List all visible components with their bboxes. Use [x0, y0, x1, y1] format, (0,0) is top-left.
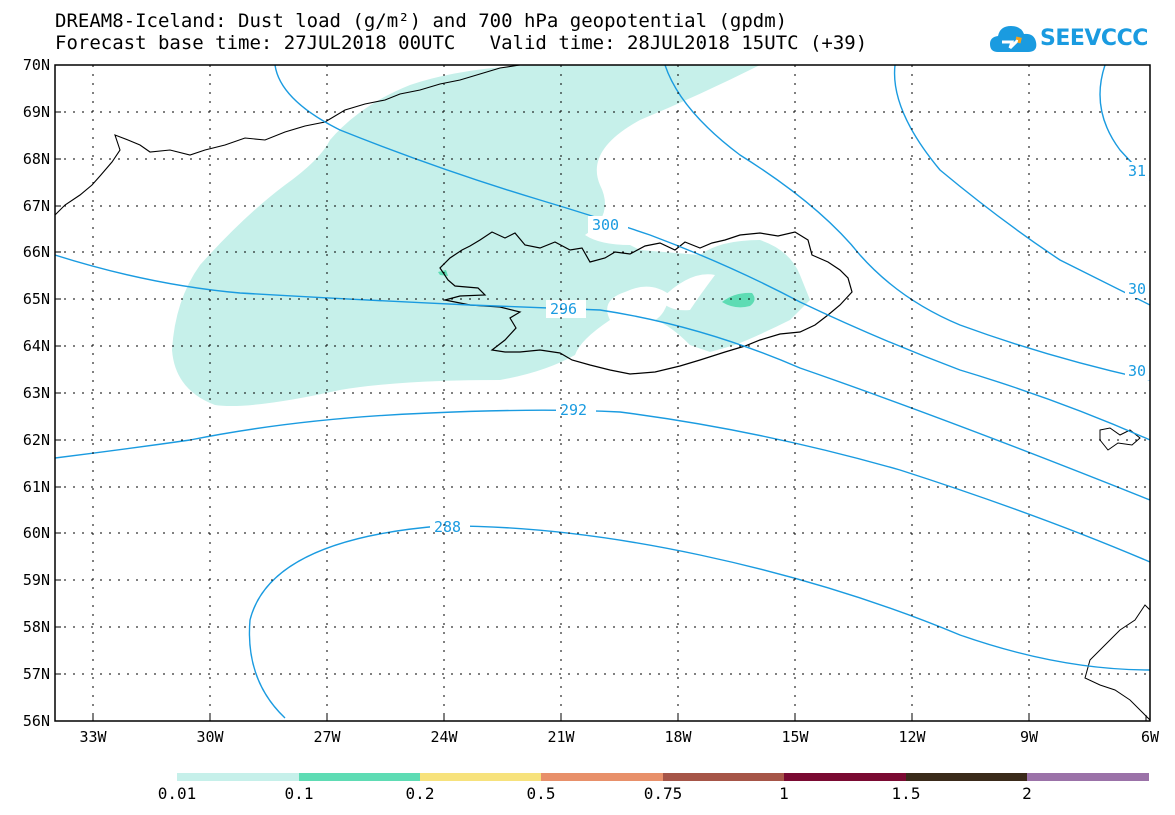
colorbar-label: 0.2: [405, 784, 435, 803]
seevccc-logo: SEEVCCC: [988, 20, 1168, 60]
lat-label: 58N: [23, 618, 50, 636]
map-title: DREAM8-Iceland: Dust load (g/m²) and 700…: [55, 10, 788, 32]
greenland-coastline: [55, 65, 521, 216]
lat-label: 57N: [23, 665, 50, 683]
contour-300: [274, 65, 1150, 441]
colorbar-label: 0.1: [284, 784, 314, 803]
contour-label-292: 292: [560, 401, 587, 419]
lat-label: 61N: [23, 478, 50, 496]
graticule: [55, 65, 1150, 721]
lon-label: 15W: [781, 728, 809, 746]
lat-label: 63N: [23, 384, 50, 402]
lat-label: 64N: [23, 337, 50, 355]
contour-292: [55, 409, 1150, 563]
faroe-coastline: [1099, 427, 1141, 451]
lat-label: 60N: [23, 524, 50, 542]
colorbar-swatch: [177, 773, 299, 781]
colorbar-label: 0.75: [643, 784, 683, 803]
colorbar-swatch: [906, 773, 1027, 781]
contour-label-296: 296: [550, 300, 577, 318]
contour-label-288: 288: [434, 518, 461, 536]
lat-label: 70N: [23, 56, 50, 74]
contour-label-312: 31: [1128, 162, 1146, 180]
iceland-coastline: [439, 231, 853, 375]
contour-304: [664, 65, 1150, 381]
colorbar-label: 0.01: [157, 784, 197, 803]
contour-label-300: 300: [592, 216, 619, 234]
colorbar-swatch: [1027, 773, 1149, 781]
lon-label: 9W: [1020, 728, 1039, 746]
lat-label: 56N: [23, 712, 50, 730]
map-subtitle: Forecast base time: 27JUL2018 00UTC Vali…: [55, 32, 868, 54]
cloud-icon: [990, 26, 1037, 52]
lat-label: 65N: [23, 290, 50, 308]
contour-308: [893, 65, 1150, 306]
contour-288: [248, 525, 1150, 719]
lon-label: 30W: [196, 728, 224, 746]
colorbar-swatch: [784, 773, 906, 781]
dust-load-area: [172, 65, 810, 406]
colorbar-swatch: [420, 773, 541, 781]
dust-load-mid-area: [722, 292, 755, 308]
lon-label: 24W: [430, 728, 458, 746]
colorbar-swatch: [663, 773, 784, 781]
longitude-axis: 33W 30W 27W 24W 21W 18W 15W 12W 9W 6W: [79, 715, 1160, 746]
lat-label: 62N: [23, 431, 50, 449]
scotland-coastline: [1084, 604, 1150, 721]
lon-label: 12W: [898, 728, 926, 746]
lat-label: 68N: [23, 150, 50, 168]
colorbar-label: 2: [1022, 784, 1032, 803]
contour-label-308: 30: [1128, 280, 1146, 298]
latitude-axis: 70N 69N 68N 67N 66N 65N 64N 63N 62N 61N …: [23, 56, 61, 730]
lon-label: 27W: [313, 728, 341, 746]
colorbar-label: 1.5: [891, 784, 921, 803]
lat-label: 67N: [23, 197, 50, 215]
lat-label: 69N: [23, 103, 50, 121]
lon-label: 18W: [664, 728, 692, 746]
lat-label: 59N: [23, 571, 50, 589]
colorbar-label: 1: [779, 784, 789, 803]
lon-label: 21W: [547, 728, 575, 746]
colorbar-swatch: [299, 773, 420, 781]
lon-label: 6W: [1141, 728, 1160, 746]
lat-label: 66N: [23, 243, 50, 261]
contour-label-304: 30: [1128, 362, 1146, 380]
colorbar-label: 0.5: [526, 784, 556, 803]
colorbar-swatch: [541, 773, 663, 781]
lon-label: 33W: [79, 728, 107, 746]
logo-text: SEEVCCC: [1040, 26, 1148, 51]
